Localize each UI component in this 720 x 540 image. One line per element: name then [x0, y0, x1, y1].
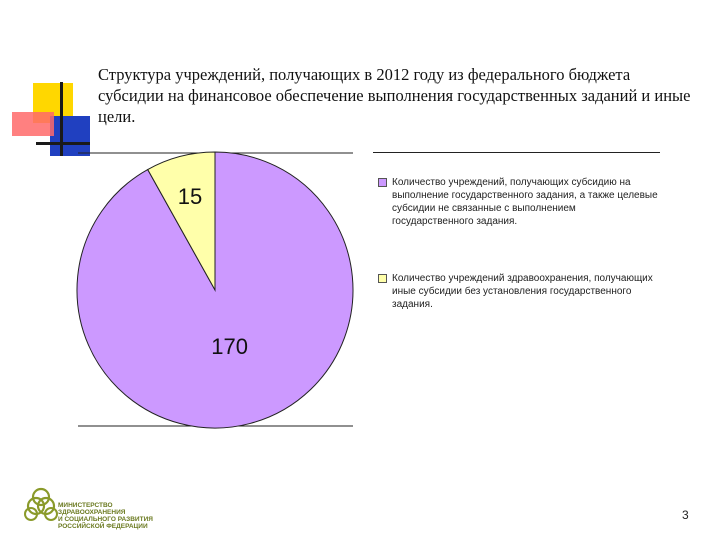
- decor-vertical-line: [60, 82, 63, 156]
- legend-swatch-1: [378, 274, 387, 283]
- pie-data-label-1: 15: [178, 184, 202, 209]
- pie-data-label-0: 170: [211, 334, 248, 359]
- ministry-logo-icon: [24, 487, 58, 521]
- ministry-name-line: МИНИСТЕРСТВО: [58, 502, 113, 509]
- legend-item-0: Количество учреждений, получающих субсид…: [378, 176, 658, 228]
- ministry-name-line: ЗДРАВООХРАНЕНИЯ: [58, 509, 126, 516]
- ministry-name-line: И СОЦИАЛЬНОГО РАЗВИТИЯ: [58, 516, 153, 523]
- slide-number: 3: [682, 508, 689, 522]
- legend-label-0: Количество учреждений, получающих субсид…: [392, 177, 658, 227]
- legend-swatch-0: [378, 178, 387, 187]
- decor-horizontal-line: [36, 142, 90, 145]
- legend-label-1: Количество учреждений здравоохранения, п…: [392, 273, 653, 310]
- decor-red-rectangle: [12, 112, 54, 136]
- ministry-name: МИНИСТЕРСТВО ЗДРАВООХРАНЕНИЯ И СОЦИАЛЬНО…: [58, 502, 153, 530]
- decor-blue-square: [50, 116, 90, 156]
- pie-slice-1: [147, 151, 216, 292]
- legend-item-1: Количество учреждений здравоохранения, п…: [378, 272, 658, 311]
- legend-frame: [373, 152, 660, 328]
- slide-title: Структура учреждений, получающих в 2012 …: [98, 65, 691, 126]
- ministry-name-line: РОССИЙСКОЙ ФЕДЕРАЦИИ: [58, 523, 148, 530]
